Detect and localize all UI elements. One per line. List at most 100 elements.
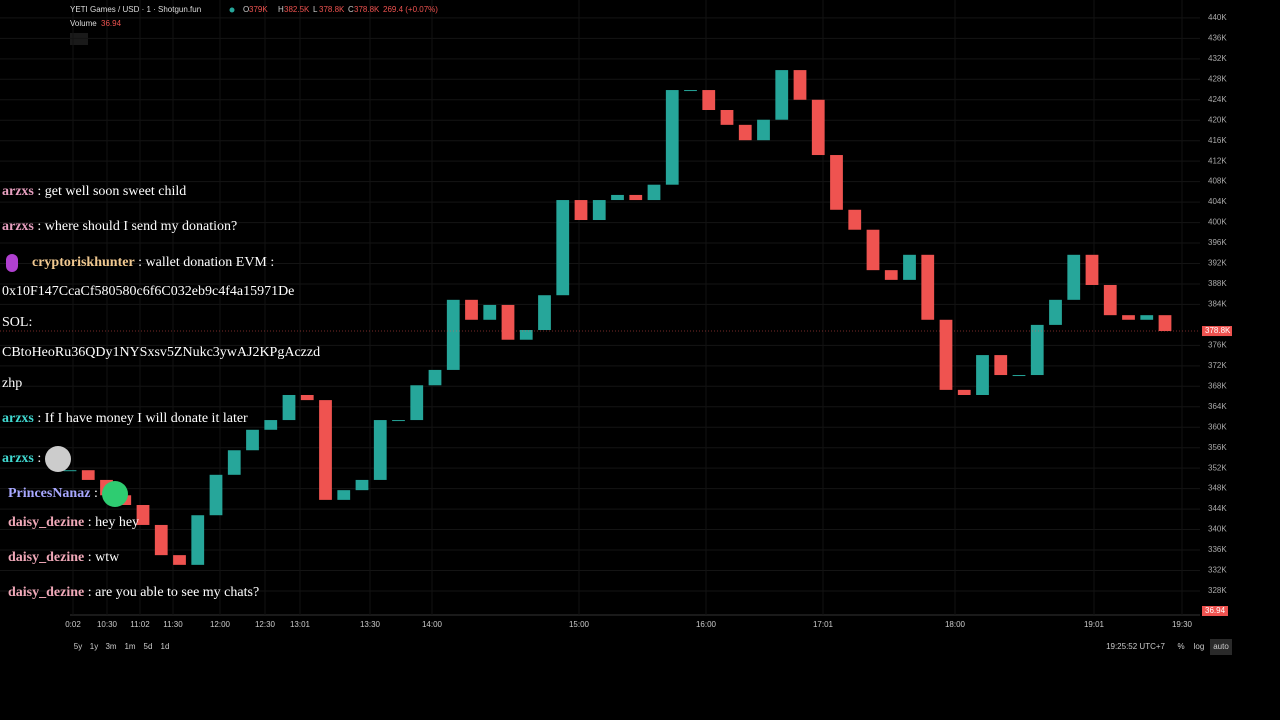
candle: [976, 355, 989, 395]
x-tick-label: 15:00: [569, 620, 590, 629]
collapse-button[interactable]: [70, 33, 88, 45]
candle: [574, 200, 588, 221]
x-tick-label: 19:30: [1172, 620, 1193, 629]
scale-option[interactable]: auto: [1213, 642, 1229, 651]
chat-message: 0x10F147CcaCf580580c6f6C032eb9c4f4a15971…: [2, 284, 294, 300]
change: 269.4 (+0.07%): [383, 5, 438, 14]
y-tick-label: 428K: [1208, 74, 1227, 83]
range-button[interactable]: 5y: [74, 642, 82, 651]
candle: [757, 119, 770, 141]
candle: [665, 90, 679, 185]
x-tick-label: 10:30: [97, 620, 118, 629]
scale-option[interactable]: log: [1194, 642, 1205, 651]
y-tick-label: 396K: [1208, 238, 1227, 247]
chat-user: arzxs: [2, 184, 34, 199]
candle: [337, 490, 351, 500]
ohlc-key: O: [243, 5, 249, 14]
chat-message: cryptoriskhunter : wallet donation EVM :: [2, 254, 274, 272]
chat-user: daisy_dezine: [8, 585, 85, 600]
candle: [246, 429, 259, 451]
volume-box: [1202, 606, 1228, 616]
y-tick-label: 352K: [1208, 463, 1227, 472]
candle: [191, 515, 205, 565]
chat-text: :: [37, 451, 42, 467]
chat-message: daisy_dezine : wtw: [2, 550, 119, 566]
chat-text: : wtw: [87, 550, 120, 565]
y-tick-label: 336K: [1208, 545, 1227, 554]
x-tick-label: 17:01: [813, 620, 834, 629]
volume-label: Volume: [70, 19, 97, 28]
candle: [720, 110, 734, 125]
auto-bg: [1210, 639, 1232, 655]
candle: [136, 504, 150, 525]
candle: [1085, 254, 1099, 285]
candle: [775, 70, 789, 120]
candle: [1030, 324, 1044, 376]
candle: [1158, 315, 1172, 332]
y-tick-label: 368K: [1208, 381, 1227, 390]
candle: [465, 299, 478, 320]
candle: [866, 229, 880, 271]
y-tick-label: 356K: [1208, 443, 1227, 452]
last-price-label: 378.8K: [1205, 326, 1231, 335]
candle: [209, 474, 223, 516]
range-button[interactable]: 5d: [144, 642, 153, 651]
mic-icon: [6, 254, 18, 272]
range-button[interactable]: 1m: [124, 642, 135, 651]
chat-message: CBtoHeoRu36QDy1NYSxsv5ZNukc3ywAJ2KPgAczz…: [2, 345, 320, 361]
candle: [647, 184, 661, 201]
x-tick-label: 12:30: [255, 620, 276, 629]
chat-user: daisy_dezine: [8, 550, 85, 565]
y-tick-label: 344K: [1208, 504, 1227, 513]
candle: [1122, 315, 1135, 320]
chat-text: zhp: [2, 376, 23, 391]
chat-message: arzxs : where should I send my donation?: [2, 219, 237, 235]
y-tick-label: 424K: [1208, 95, 1227, 104]
candle: [355, 479, 369, 491]
chat-message: SOL:: [2, 315, 32, 331]
chat-user: arzxs: [2, 411, 34, 426]
candle: [446, 299, 460, 370]
chat-text: SOL:: [2, 315, 33, 330]
chat-user: PrincesNanaz: [8, 486, 91, 502]
candle: [556, 200, 570, 296]
y-tick-label: 364K: [1208, 402, 1227, 411]
candle: [939, 319, 953, 390]
candle: [994, 355, 1008, 376]
candle: [1140, 315, 1154, 320]
status-dot: [229, 7, 235, 13]
chat-text: : are you able to see my chats?: [87, 585, 260, 600]
y-tick-label: 432K: [1208, 54, 1227, 63]
candle: [392, 420, 405, 422]
candle: [811, 99, 825, 156]
chat-user: daisy_dezine: [8, 515, 85, 530]
chat-text: :: [93, 486, 98, 502]
scale-option[interactable]: %: [1177, 642, 1184, 651]
candle: [428, 369, 442, 386]
candle: [738, 124, 752, 141]
chat-overlay: arzxs : get well soon sweet child arzxs :…: [0, 0, 400, 620]
ohlc-key: L: [313, 5, 318, 14]
candle: [319, 400, 332, 500]
chat-user: arzxs: [2, 451, 34, 467]
candle: [884, 270, 898, 280]
range-button[interactable]: 1d: [161, 642, 170, 651]
candle: [538, 295, 551, 331]
candle: [154, 524, 168, 556]
y-tick-label: 400K: [1208, 218, 1227, 227]
range-button[interactable]: 3m: [105, 642, 116, 651]
candle: [702, 90, 716, 111]
y-tick-label: 384K: [1208, 300, 1227, 309]
x-tick-label: 19:01: [1084, 620, 1105, 629]
y-tick-label: 436K: [1208, 33, 1227, 42]
y-tick-label: 392K: [1208, 259, 1227, 268]
candle: [793, 70, 807, 100]
ohlc-value: 379K: [249, 5, 268, 14]
candle: [373, 420, 387, 480]
range-button[interactable]: 1y: [90, 642, 98, 651]
chat-text: : wallet donation EVM :: [138, 255, 275, 271]
symbol: YETI Games / USD · 1 · Shotgun.fun: [70, 5, 201, 14]
y-tick-label: 348K: [1208, 484, 1227, 493]
chat-text: CBtoHeoRu36QDy1NYSxsv5ZNukc3ywAJ2KPgAczz…: [2, 345, 321, 360]
